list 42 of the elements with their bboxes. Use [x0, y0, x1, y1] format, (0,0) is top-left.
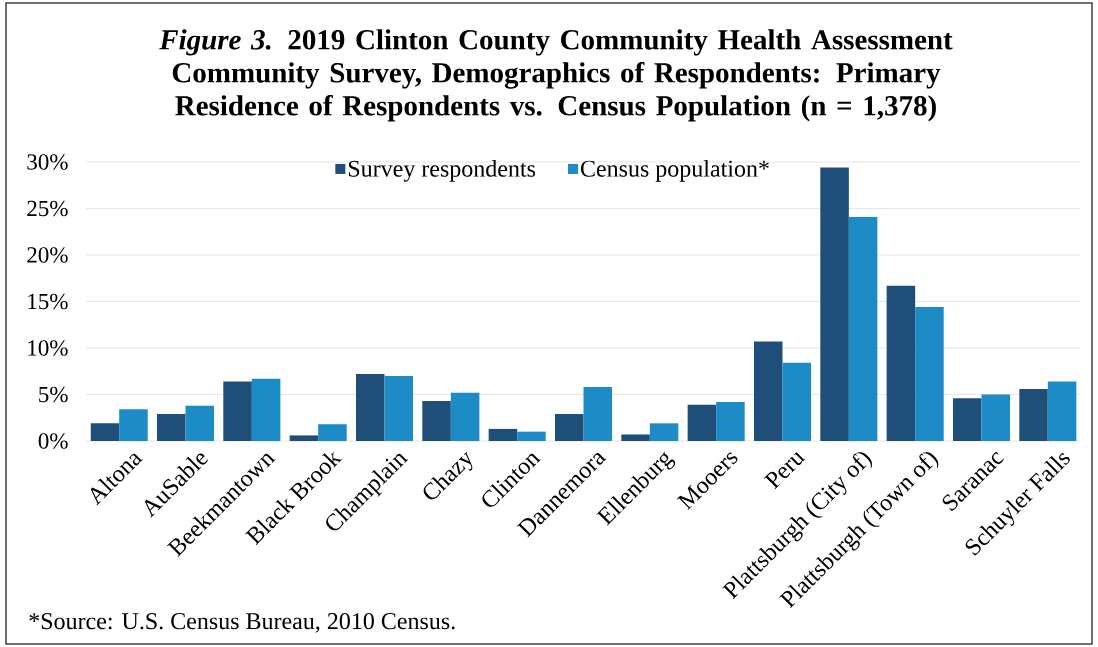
bar	[223, 381, 252, 441]
bar	[355, 374, 385, 441]
legend-label: Census population*	[580, 159, 769, 182]
bar	[886, 285, 916, 441]
y-tick-label: 30%	[27, 154, 68, 170]
bar	[156, 414, 186, 441]
bar	[952, 398, 982, 441]
bar	[488, 428, 518, 441]
bar	[119, 409, 148, 441]
bar	[981, 394, 1011, 441]
bar	[649, 423, 679, 441]
bar	[687, 404, 717, 441]
bar	[185, 405, 215, 441]
bar	[583, 387, 613, 441]
y-tick-label: 25%	[27, 200, 68, 217]
bar	[753, 341, 783, 441]
y-tick-label: 5%	[39, 386, 68, 403]
bar	[318, 424, 347, 441]
bar	[554, 414, 584, 441]
bar	[1047, 381, 1077, 441]
text: *Source: U.S. Census Bureau, 2010 Census.	[29, 613, 455, 633]
bar	[820, 167, 849, 441]
bar	[716, 401, 745, 441]
bar	[517, 431, 546, 441]
y-tick-label: 20%	[27, 247, 68, 263]
y-tick-label: 0%	[38, 433, 68, 449]
legend-label: Survey respondents	[348, 159, 536, 182]
bar	[1019, 388, 1048, 441]
bar	[289, 435, 319, 441]
x-tick-label: Peru	[763, 452, 806, 490]
chart-title: Figure 3. 2019 Clinton County Community Health Assessment Community Survey, Demographics of Respondents: Primary Residence of Respondents vs. Census Population (n = 1,378)	[159, 29, 953, 122]
y-tick-label: 10%	[28, 340, 68, 356]
y-tick-label: 15%	[28, 293, 68, 310]
bar	[422, 401, 451, 441]
bar	[384, 375, 414, 441]
bar	[848, 216, 878, 441]
bar	[251, 378, 281, 441]
bar	[450, 392, 480, 441]
bar	[782, 362, 812, 441]
bar	[621, 434, 650, 441]
bar	[915, 307, 944, 441]
bar	[90, 423, 120, 441]
